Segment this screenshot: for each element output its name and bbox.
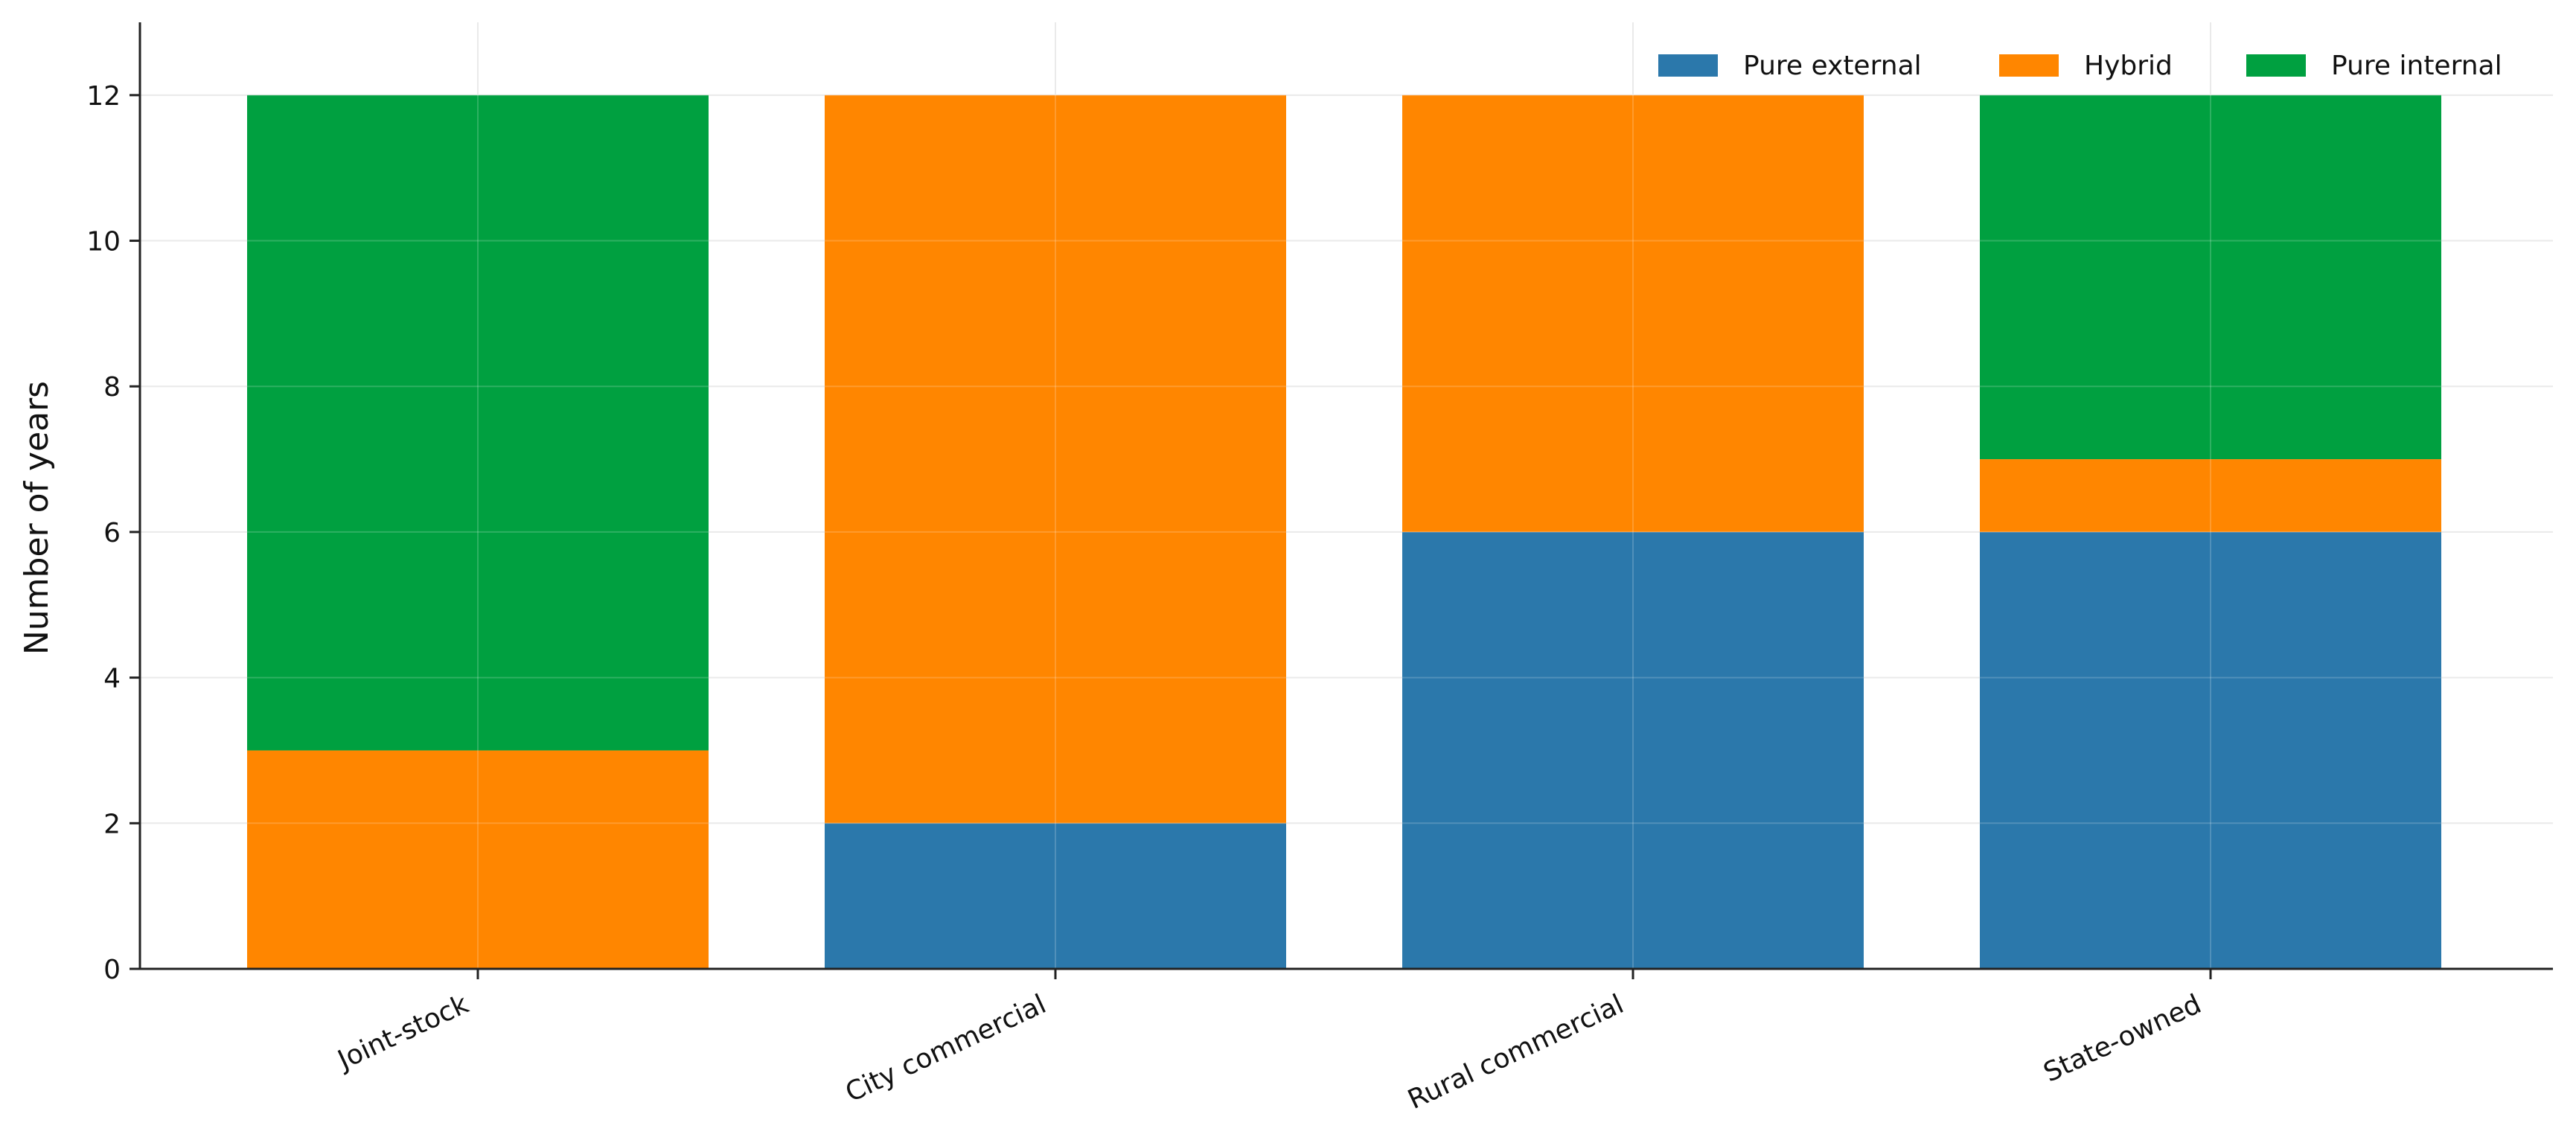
bar-hybrid bbox=[825, 95, 1286, 824]
legend-label: Hybrid bbox=[2084, 51, 2173, 81]
bar-pure-external bbox=[1402, 531, 1864, 969]
bars bbox=[140, 22, 2553, 970]
y-tick-label: 2 bbox=[103, 809, 121, 839]
legend-swatch bbox=[1658, 54, 1718, 77]
legend-label: Pure internal bbox=[2331, 51, 2502, 81]
legend: Pure external Hybrid Pure internal bbox=[1658, 51, 2502, 81]
bar-hybrid bbox=[1980, 459, 2441, 532]
bar-pure-external bbox=[1980, 531, 2441, 969]
axes bbox=[138, 22, 2553, 970]
legend-label: Pure external bbox=[1743, 51, 1922, 81]
y-ticks: 0 2 4 6 8 10 12 bbox=[86, 81, 140, 985]
y-tick-label: 8 bbox=[103, 372, 121, 403]
bar-hybrid bbox=[247, 750, 709, 969]
y-tick-label: 4 bbox=[103, 664, 121, 694]
x-tick-label: Rural commercial bbox=[1403, 989, 1628, 1115]
legend-swatch bbox=[1999, 54, 2059, 77]
legend-swatch bbox=[2246, 54, 2306, 77]
bar-hybrid bbox=[1402, 95, 1864, 532]
x-tick-label: State-owned bbox=[2039, 989, 2206, 1089]
bar-pure-internal bbox=[247, 95, 709, 751]
bar-pure-internal bbox=[1980, 95, 2441, 460]
x-tick-label: City commercial bbox=[841, 989, 1051, 1109]
y-tick-label: 6 bbox=[103, 518, 121, 548]
x-tick-label: Joint-stock bbox=[332, 989, 473, 1077]
bar-pure-external bbox=[825, 823, 1286, 969]
y-tick-label: 12 bbox=[86, 81, 121, 112]
y-axis-label: Number of years bbox=[18, 381, 56, 655]
y-tick-label: 10 bbox=[86, 227, 121, 257]
x-ticks: Joint-stock City commercial Rural commerci… bbox=[332, 969, 2212, 1115]
y-tick-label: 0 bbox=[103, 955, 121, 985]
